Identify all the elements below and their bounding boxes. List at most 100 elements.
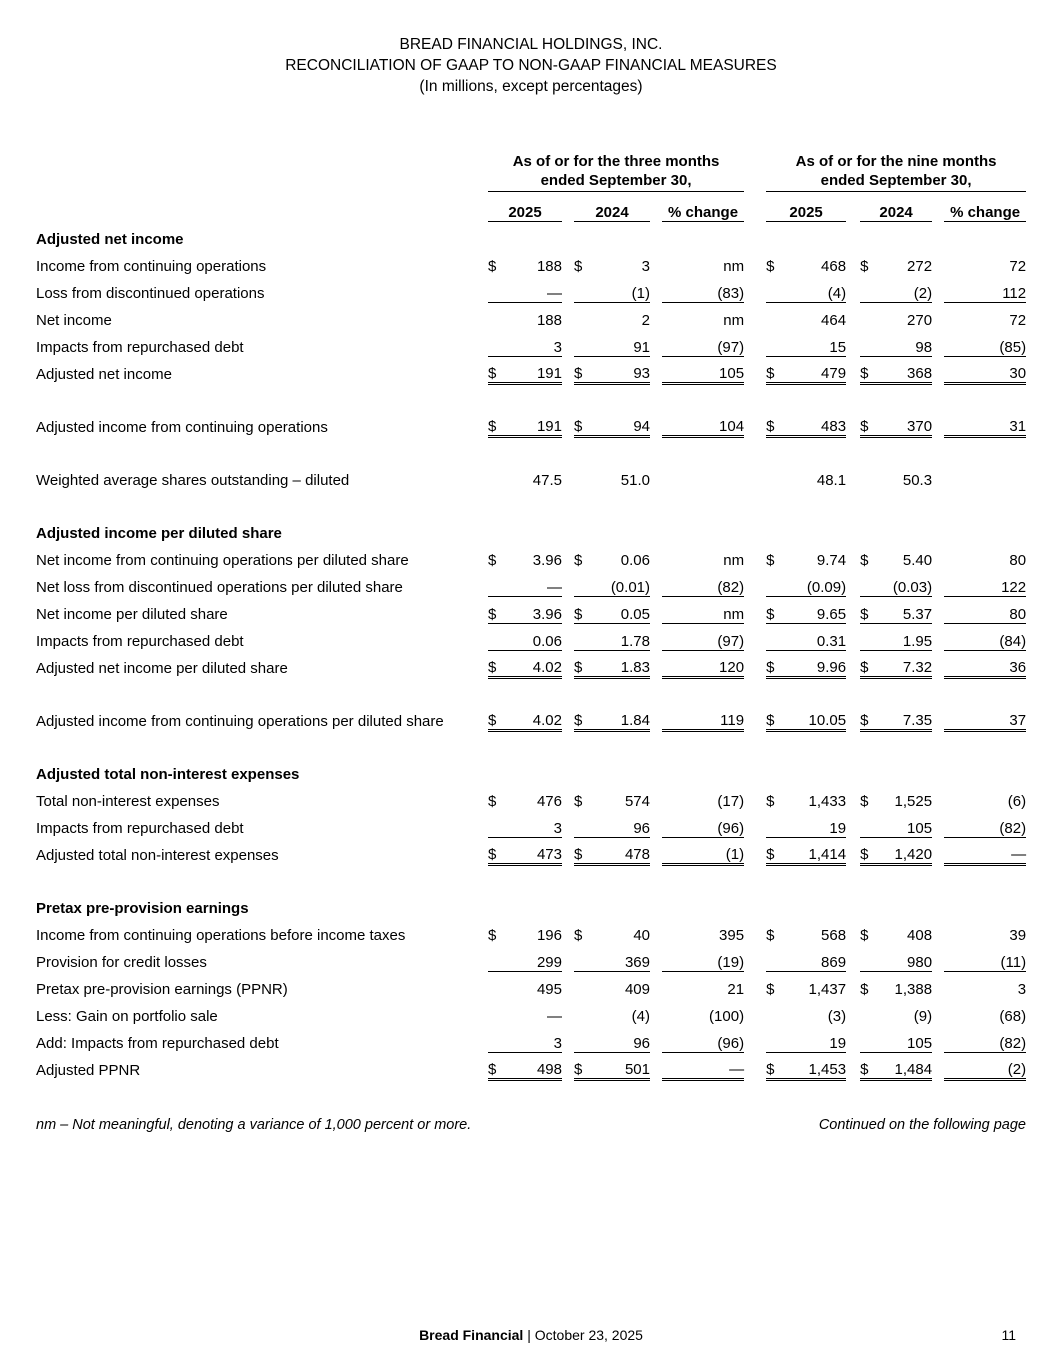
cell-dollar-sign <box>860 462 876 489</box>
cell-value: 94 <box>590 409 650 438</box>
cell-dollar-sign <box>574 329 590 357</box>
table-row: Net income per diluted share $3.96 $0.05 nm… <box>36 596 1027 624</box>
cell-value: 3 <box>504 329 562 357</box>
cell-value: 105 <box>876 810 933 838</box>
cell-dollar-sign <box>574 944 590 972</box>
table-row: Income from continuing operations before… <box>36 917 1026 944</box>
cell-pct-change: (6) <box>1007 793 1027 810</box>
cell-value: 464 <box>821 312 847 329</box>
cell-value: 1,437 <box>808 981 847 998</box>
cell-value: (0.03) <box>876 569 933 597</box>
cell-pct-change: (97) <box>662 623 745 651</box>
cell-value: — <box>504 275 562 303</box>
cell-pct-change <box>662 462 744 489</box>
cell-value: 574 <box>624 793 650 810</box>
table-row: Net loss from discontinued operations pe… <box>36 569 1027 597</box>
cell-dollar-sign: $ <box>488 1052 504 1081</box>
cell-dollar-sign <box>574 462 590 489</box>
cell-dollar-sign <box>488 329 504 357</box>
cell-dollar-sign: $ <box>766 409 783 438</box>
cell-value: 408 <box>907 927 933 944</box>
col-header-2025-nine-months: 2025 <box>766 191 847 222</box>
cell-pct-change: nm <box>662 596 745 624</box>
cell-pct-change: (83) <box>662 275 745 303</box>
section-header: Pretax pre-provision earnings <box>36 900 249 917</box>
cell-dollar-sign: $ <box>766 552 775 569</box>
col-header-2024-nine-months: 2024 <box>860 191 933 222</box>
cell-dollar-sign <box>574 302 590 329</box>
cell-dollar-sign <box>860 998 876 1025</box>
cell-dollar-sign <box>488 623 504 651</box>
spacer-row <box>36 436 1026 462</box>
cell-dollar-sign: $ <box>488 258 497 275</box>
cell-dollar-sign: $ <box>574 650 590 679</box>
cell-value: 3 <box>504 1025 562 1053</box>
cell-dollar-sign: $ <box>860 703 877 732</box>
cell-pct-change: 72 <box>1009 312 1027 329</box>
row-label: Income from continuing operations before… <box>36 927 406 944</box>
cell-dollar-sign <box>574 971 590 998</box>
cell-pct-change: 119 <box>662 703 745 732</box>
footer-brand: Bread Financial <box>419 1327 524 1343</box>
table-body: Adjusted net income Income from continuin… <box>36 221 1027 1081</box>
cell-value: (2) <box>876 275 933 303</box>
col-header-pct-change-three-months: % change <box>662 191 745 222</box>
table-row: Pretax pre-provision earnings (PPNR) 495 4… <box>36 971 1026 998</box>
cell-value: 9.96 <box>782 650 847 679</box>
spacer-row <box>36 864 1026 890</box>
cell-value: 1.83 <box>590 650 650 679</box>
cell-value: 3.96 <box>504 596 562 624</box>
cell-dollar-sign: $ <box>574 258 583 275</box>
cell-pct-change: 30 <box>944 356 1027 385</box>
table-row: Adjusted PPNR $498 $501— $1,453 $1,484 (2) <box>36 1052 1027 1081</box>
table-row: Net income from continuing operations pe… <box>36 542 1026 569</box>
cell-pct-change: 39 <box>1009 927 1027 944</box>
cell-value: 1.84 <box>590 703 650 732</box>
cell-value: 105 <box>876 1025 933 1053</box>
cell-pct-change: (82) <box>944 1025 1027 1053</box>
footnote-nm: nm – Not meaningful, denoting a variance… <box>36 1116 472 1133</box>
cell-value: 48.1 <box>816 472 847 489</box>
cell-value: 15 <box>782 329 847 357</box>
cell-pct-change: (68) <box>999 1008 1027 1025</box>
cell-dollar-sign <box>488 275 504 303</box>
row-label: Adjusted income from continuing operatio… <box>36 419 328 436</box>
cell-value: 478 <box>590 837 650 866</box>
cell-dollar-sign: $ <box>574 356 590 385</box>
table-row: Add: Impacts from repurchased debt 3 96 (96… <box>36 1025 1027 1053</box>
cell-value: 196 <box>536 927 562 944</box>
table-row: Impacts from repurchased debt 0.06 1.78 (97… <box>36 623 1027 651</box>
row-label: Impacts from repurchased debt <box>36 820 244 837</box>
cell-value: 1.78 <box>590 623 650 651</box>
cell-dollar-sign <box>766 944 783 972</box>
footnote-continued: Continued on the following page <box>818 1116 1026 1133</box>
cell-pct-change: 31 <box>944 409 1027 438</box>
cell-pct-change: 80 <box>944 596 1027 624</box>
cell-dollar-sign: $ <box>574 1052 590 1081</box>
cell-pct-change: — <box>944 837 1027 866</box>
cell-value: (0.09) <box>782 569 847 597</box>
cell-value: 869 <box>782 944 847 972</box>
cell-value: 272 <box>907 258 933 275</box>
cell-pct-change: 36 <box>944 650 1027 679</box>
cell-dollar-sign: $ <box>488 356 504 385</box>
group-header-three-months: As of or for the three months ended Sept… <box>488 145 745 192</box>
cell-dollar-sign <box>766 275 783 303</box>
cell-pct-change: (17) <box>717 793 745 810</box>
section-header-row: Adjusted net income <box>36 221 1026 248</box>
cell-value: (4) <box>631 1008 650 1025</box>
cell-dollar-sign: $ <box>766 258 775 275</box>
cell-value: 1,453 <box>782 1052 847 1081</box>
cell-dollar-sign: $ <box>488 837 504 866</box>
cell-pct-change: (96) <box>662 810 745 838</box>
footer-center: Bread Financial | October 23, 2025 <box>36 1327 1026 1343</box>
row-label: Impacts from repurchased debt <box>36 339 244 356</box>
row-label: Provision for credit losses <box>36 954 207 971</box>
cell-value: 5.40 <box>902 552 933 569</box>
cell-value: 3.96 <box>532 552 562 569</box>
cell-dollar-sign: $ <box>860 552 869 569</box>
cell-value: 91 <box>590 329 650 357</box>
cell-value: (9) <box>913 1008 933 1025</box>
cell-dollar-sign <box>488 462 504 489</box>
footnotes: nm – Not meaningful, denoting a variance… <box>36 1117 1026 1133</box>
